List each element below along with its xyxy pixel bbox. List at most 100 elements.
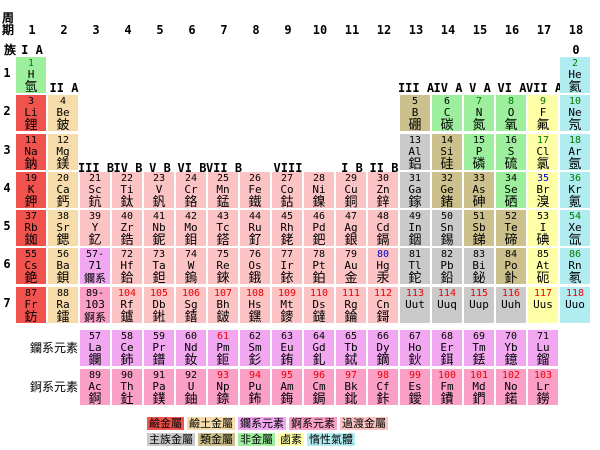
element-symbol: Pm [216, 341, 230, 354]
element-cell-Ho: 67 Ho 鈥 [400, 330, 430, 366]
atomic-number: 46 [312, 211, 326, 222]
atomic-number: 36 [568, 173, 582, 184]
column-number: 5 [156, 23, 164, 37]
atomic-number: 30 [376, 173, 390, 184]
element-cell-He: 2 He 氦 [560, 57, 590, 93]
element-name-zh: 汞 [376, 271, 390, 284]
element-symbol: Zn [376, 183, 390, 196]
element-name-zh: 鑭系 [84, 272, 106, 285]
element-cell-Al: 13 Al 鋁 [400, 134, 430, 170]
element-symbol: S [507, 145, 515, 158]
atomic-number: 40 [120, 211, 134, 222]
element-name-zh: 鈉 [24, 157, 38, 170]
element-name-zh: 錳 [216, 195, 230, 208]
element-symbol: 103 [85, 298, 105, 311]
element-name-zh: 錸 [216, 271, 230, 284]
element-name-zh: 鑀 [408, 392, 422, 405]
element-symbol: Er [440, 341, 454, 354]
element-symbol: Tb [344, 341, 358, 354]
element-name-zh: 鈰 [120, 353, 134, 366]
element-cell-Tl: 81 Tl 鉈 [400, 248, 430, 284]
element-cell-Ge: 32 Ge 鍺 [432, 172, 462, 208]
atomic-number: 17 [536, 135, 550, 146]
element-symbol: Rb [24, 221, 38, 234]
element-cell-Ru: 44 Ru 釕 [240, 210, 270, 246]
element-name-zh: 鎵 [408, 195, 422, 208]
atomic-number: 34 [504, 173, 518, 184]
element-name-zh: 釤 [248, 353, 262, 366]
element-cell-Yb: 70 Yb 鐿 [496, 330, 526, 366]
atomic-number: 52 [504, 211, 518, 222]
period-number: 5 [3, 219, 11, 233]
element-name-zh: 鈧 [88, 195, 102, 208]
atomic-number: 3 [27, 96, 35, 107]
element-symbol: K [27, 183, 35, 196]
element-symbol: Sr [56, 221, 70, 234]
element-name-zh: 鉀 [24, 195, 38, 208]
element-symbol: Tm [472, 341, 486, 354]
legend-transition: 過渡金屬 [340, 417, 388, 430]
element-cell-Np: 93 Np 錼 [208, 369, 238, 405]
element-cell-Tc: 43 Tc 鎝 [208, 210, 238, 246]
atomic-number: 111 [341, 288, 361, 299]
legend-row: 鹼金屬 鹼土金屬 鑭系元素 錒系元素 過渡金屬 [147, 412, 391, 430]
element-symbol: Cr [184, 183, 198, 196]
period-number: 2 [3, 104, 11, 118]
element-cell-Au: 79 Au 金 [336, 248, 366, 284]
element-cell-Hf: 72 Hf 鉿 [112, 248, 142, 284]
element-symbol: Br [536, 183, 550, 196]
element-name-zh: 錀 [344, 310, 358, 323]
group-label: VIII [273, 161, 303, 175]
element-cell-Fr: 87 Fr 鈁 [16, 287, 46, 323]
element-name-zh: 氯 [536, 157, 550, 170]
atomic-number: 57- [85, 249, 105, 260]
element-name-zh: 鋦 [312, 392, 326, 405]
atomic-number: 58 [120, 331, 134, 342]
element-name-zh: 鋇 [56, 271, 70, 284]
element-cell-Rf: 104 Rf 鑪 [112, 287, 142, 323]
legend-alkali: 鹼金屬 [147, 417, 184, 430]
element-symbol: Li [24, 106, 38, 119]
period-axis-label: 周期 [2, 11, 15, 37]
element-name-zh: 釷 [120, 392, 134, 405]
element-cell-No: 102 No 鍩 [496, 369, 526, 405]
atomic-number: 113 [405, 288, 425, 299]
element-cell-Hg: 80 Hg 汞 [368, 248, 398, 284]
atomic-number: 74 [184, 249, 198, 260]
element-symbol: P [475, 145, 483, 158]
atomic-number: 23 [152, 173, 166, 184]
element-symbol: Cd [376, 221, 390, 234]
element-symbol: Cu [344, 183, 358, 196]
element-cell-Rn: 86 Rn 氡 [560, 248, 590, 284]
atomic-number: 8 [507, 96, 515, 107]
element-name-zh: 磷 [472, 157, 486, 170]
element-symbol: As [472, 183, 486, 196]
element-cell-Tm: 69 Tm 銩 [464, 330, 494, 366]
element-cell-Lu: 71 Lu 鎦 [528, 330, 558, 366]
element-name-zh: 銦 [408, 233, 422, 246]
column-number: 1 [28, 23, 36, 37]
group-label: IV B [113, 161, 143, 175]
atomic-number: 19 [24, 173, 38, 184]
atomic-number: 87 [24, 288, 38, 299]
element-symbol: Dy [376, 341, 390, 354]
atomic-number: 56 [56, 249, 70, 260]
element-cell-Cf: 98 Cf 鉲 [368, 369, 398, 405]
element-symbol: F [539, 106, 547, 119]
element-cell-Ra: 88 Ra 鐳 [48, 287, 78, 323]
atomic-number: 21 [88, 173, 102, 184]
element-name-zh: 鉍 [472, 271, 486, 284]
element-symbol: Rg [344, 298, 358, 311]
element-name-zh: 鑭 [88, 353, 102, 366]
element-symbol: Nb [152, 221, 166, 234]
atomic-number: 7 [475, 96, 483, 107]
atomic-number: 105 [149, 288, 169, 299]
element-name-zh: 碘 [536, 233, 550, 246]
element-symbol: Pu [248, 380, 262, 393]
element-cell-P: 15 P 磷 [464, 134, 494, 170]
atomic-number: 103 [533, 370, 553, 381]
element-cell-Ta: 73 Ta 鉭 [144, 248, 174, 284]
